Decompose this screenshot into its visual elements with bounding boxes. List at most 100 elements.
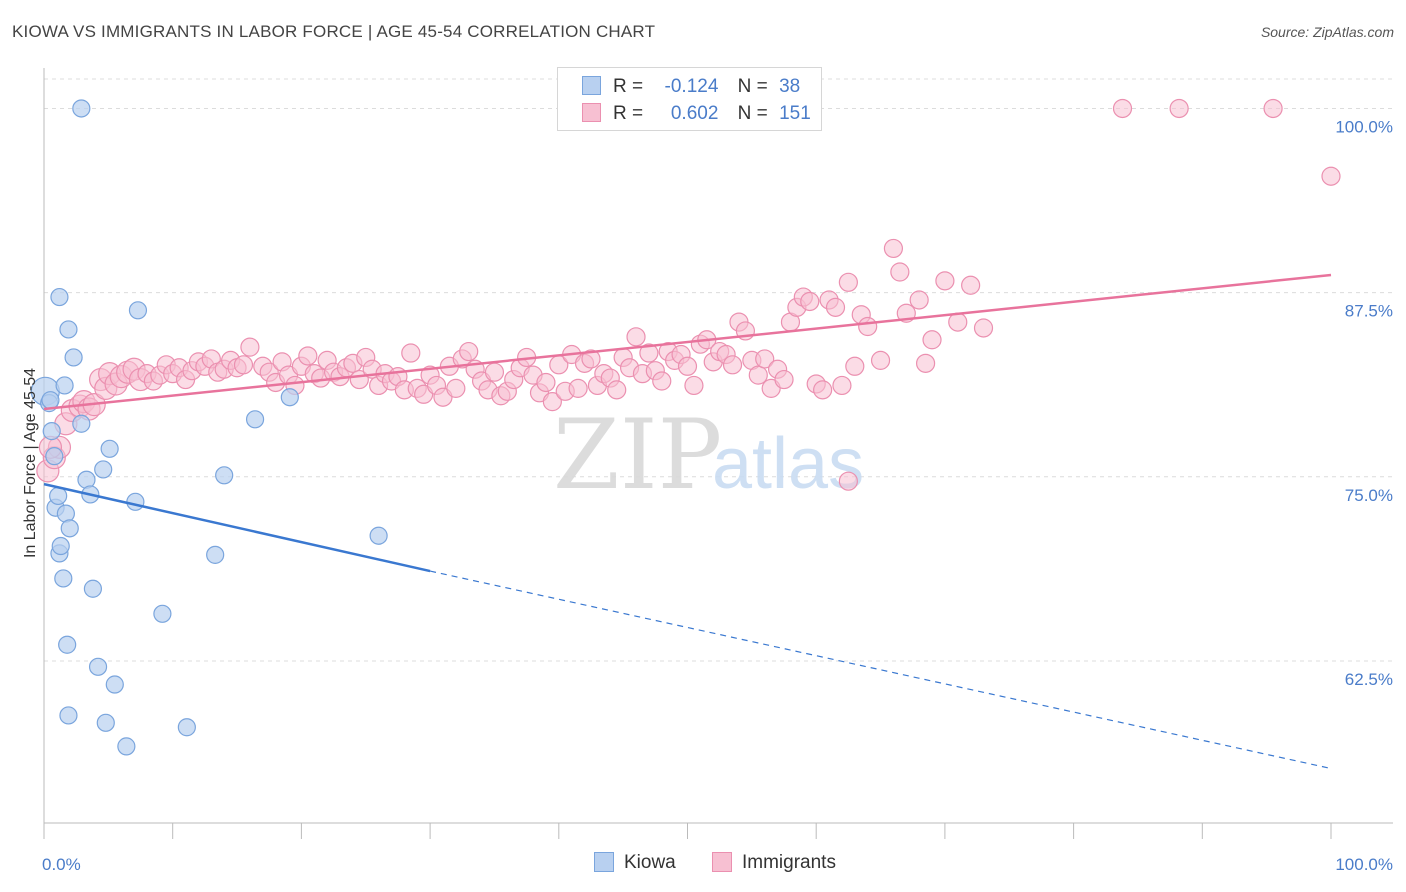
kiowa-points — [30, 99, 388, 756]
immigrants-point — [870, 350, 891, 370]
watermark: ZIP atlas — [553, 399, 864, 511]
immigrants-point — [1263, 98, 1283, 119]
immigrants-point — [722, 355, 743, 375]
kiowa-point — [245, 410, 265, 429]
immigrants-point — [581, 349, 601, 369]
immigrants-point — [1169, 98, 1189, 119]
x-tick-label-min: 0.0% — [42, 855, 81, 874]
legend-immigrants-n-value: 151 — [779, 103, 811, 124]
kiowa-trend-line — [43, 482, 431, 573]
stats-legend: R = -0.124 N = 38 R = 0.602 N = 151 — [557, 67, 822, 131]
bottom-kiowa-label: Kiowa — [624, 852, 676, 873]
immigrants-point — [484, 362, 505, 382]
kiowa-point — [126, 492, 145, 511]
kiowa-point — [96, 713, 115, 732]
kiowa-point — [153, 604, 172, 623]
immigrants-point — [240, 337, 260, 357]
watermark-atlas: atlas — [712, 424, 864, 504]
kiowa-point — [177, 718, 196, 737]
bottom-immigrants-swatch — [712, 852, 732, 872]
immigrants-point — [677, 356, 698, 376]
immigrants-point — [825, 297, 846, 317]
kiowa-point — [94, 460, 113, 479]
legend-row-immigrants: R = 0.602 N = 151 — [582, 103, 811, 127]
axes — [43, 68, 1393, 839]
kiowa-point — [51, 536, 70, 556]
immigrants-point — [233, 355, 254, 375]
kiowa-point — [58, 635, 77, 654]
kiowa-point — [64, 348, 83, 367]
kiowa-point — [280, 388, 299, 407]
kiowa-point — [45, 447, 64, 466]
immigrants-point — [973, 318, 994, 338]
immigrants-point — [961, 275, 981, 295]
immigrants-point — [542, 392, 562, 412]
legend-immigrants-n-label: N = — [737, 103, 768, 124]
immigrants-point — [755, 349, 775, 369]
immigrants-point — [652, 371, 672, 391]
immigrants-point — [883, 238, 904, 259]
trend-lines — [43, 273, 1332, 770]
immigrants-point — [890, 262, 910, 282]
y-tick-label: 100.0% — [1335, 117, 1393, 136]
kiowa-point — [42, 422, 61, 441]
immigrants-point — [915, 353, 936, 373]
immigrants-point — [298, 346, 318, 366]
immigrants-point — [626, 327, 646, 347]
kiowa-point — [50, 287, 69, 307]
immigrants-point — [607, 380, 627, 400]
immigrants-point — [845, 356, 865, 376]
kiowa-point — [128, 301, 148, 320]
immigrants-point — [446, 378, 466, 398]
immigrants-point — [800, 291, 820, 312]
immigrants-trend-line — [43, 273, 1332, 411]
kiowa-point — [55, 376, 74, 395]
chart-title: KIOWA VS IMMIGRANTS IN LABOR FORCE | AGE… — [12, 22, 656, 41]
legend-kiowa-n-value: 38 — [779, 76, 801, 97]
kiowa-swatch — [582, 76, 601, 95]
y-tick-label: 75.0% — [1345, 486, 1393, 505]
immigrants-point — [459, 341, 479, 362]
kiowa-point — [215, 466, 234, 485]
immigrants-point — [748, 365, 768, 385]
bottom-immigrants-label: Immigrants — [742, 852, 836, 873]
immigrants-point — [1321, 166, 1341, 186]
kiowa-point — [83, 579, 103, 598]
legend-immigrants-r-value: 0.602 — [670, 103, 719, 124]
kiowa-point — [88, 657, 108, 676]
immigrants-point — [935, 271, 955, 291]
kiowa-point — [49, 486, 68, 506]
y-axis-label: In Labor Force | Age 45-54 — [22, 368, 39, 558]
immigrants-point — [858, 316, 878, 337]
kiowa-point — [41, 391, 60, 410]
immigrants-point — [536, 372, 556, 393]
legend-kiowa-r-label: R = — [613, 76, 644, 97]
bottom-kiowa-swatch — [594, 852, 614, 872]
source-label: Source: ZipAtlas.com — [1260, 24, 1394, 40]
immigrants-point — [1112, 98, 1133, 119]
kiowa-point — [59, 320, 78, 339]
kiowa-point — [60, 519, 79, 538]
kiowa-point — [100, 439, 119, 458]
immigrants-swatch — [582, 103, 601, 122]
immigrants-point — [568, 378, 588, 398]
kiowa-point — [369, 526, 388, 545]
immigrants-point — [639, 343, 659, 363]
immigrants-point — [684, 375, 704, 396]
y-tick-label: 62.5% — [1345, 670, 1393, 689]
legend-kiowa-r-value: -0.124 — [664, 76, 719, 97]
immigrants-point — [401, 343, 421, 363]
immigrants-point — [948, 312, 968, 332]
legend-immigrants-r-label: R = — [613, 103, 644, 124]
legend-kiowa-n-label: N = — [737, 76, 768, 97]
immigrants-point — [813, 380, 833, 400]
kiowa-point — [206, 545, 225, 564]
immigrants-point — [909, 290, 929, 310]
watermark-zip: ZIP — [553, 399, 722, 511]
kiowa-point — [72, 99, 91, 118]
kiowa-point — [117, 737, 136, 756]
kiowa-point — [54, 569, 73, 588]
tick-labels: 62.5% 75.0% 87.5% 100.0% 0.0% 100.0% — [42, 117, 1393, 874]
bottom-legend-kiowa: Kiowa — [594, 852, 676, 874]
